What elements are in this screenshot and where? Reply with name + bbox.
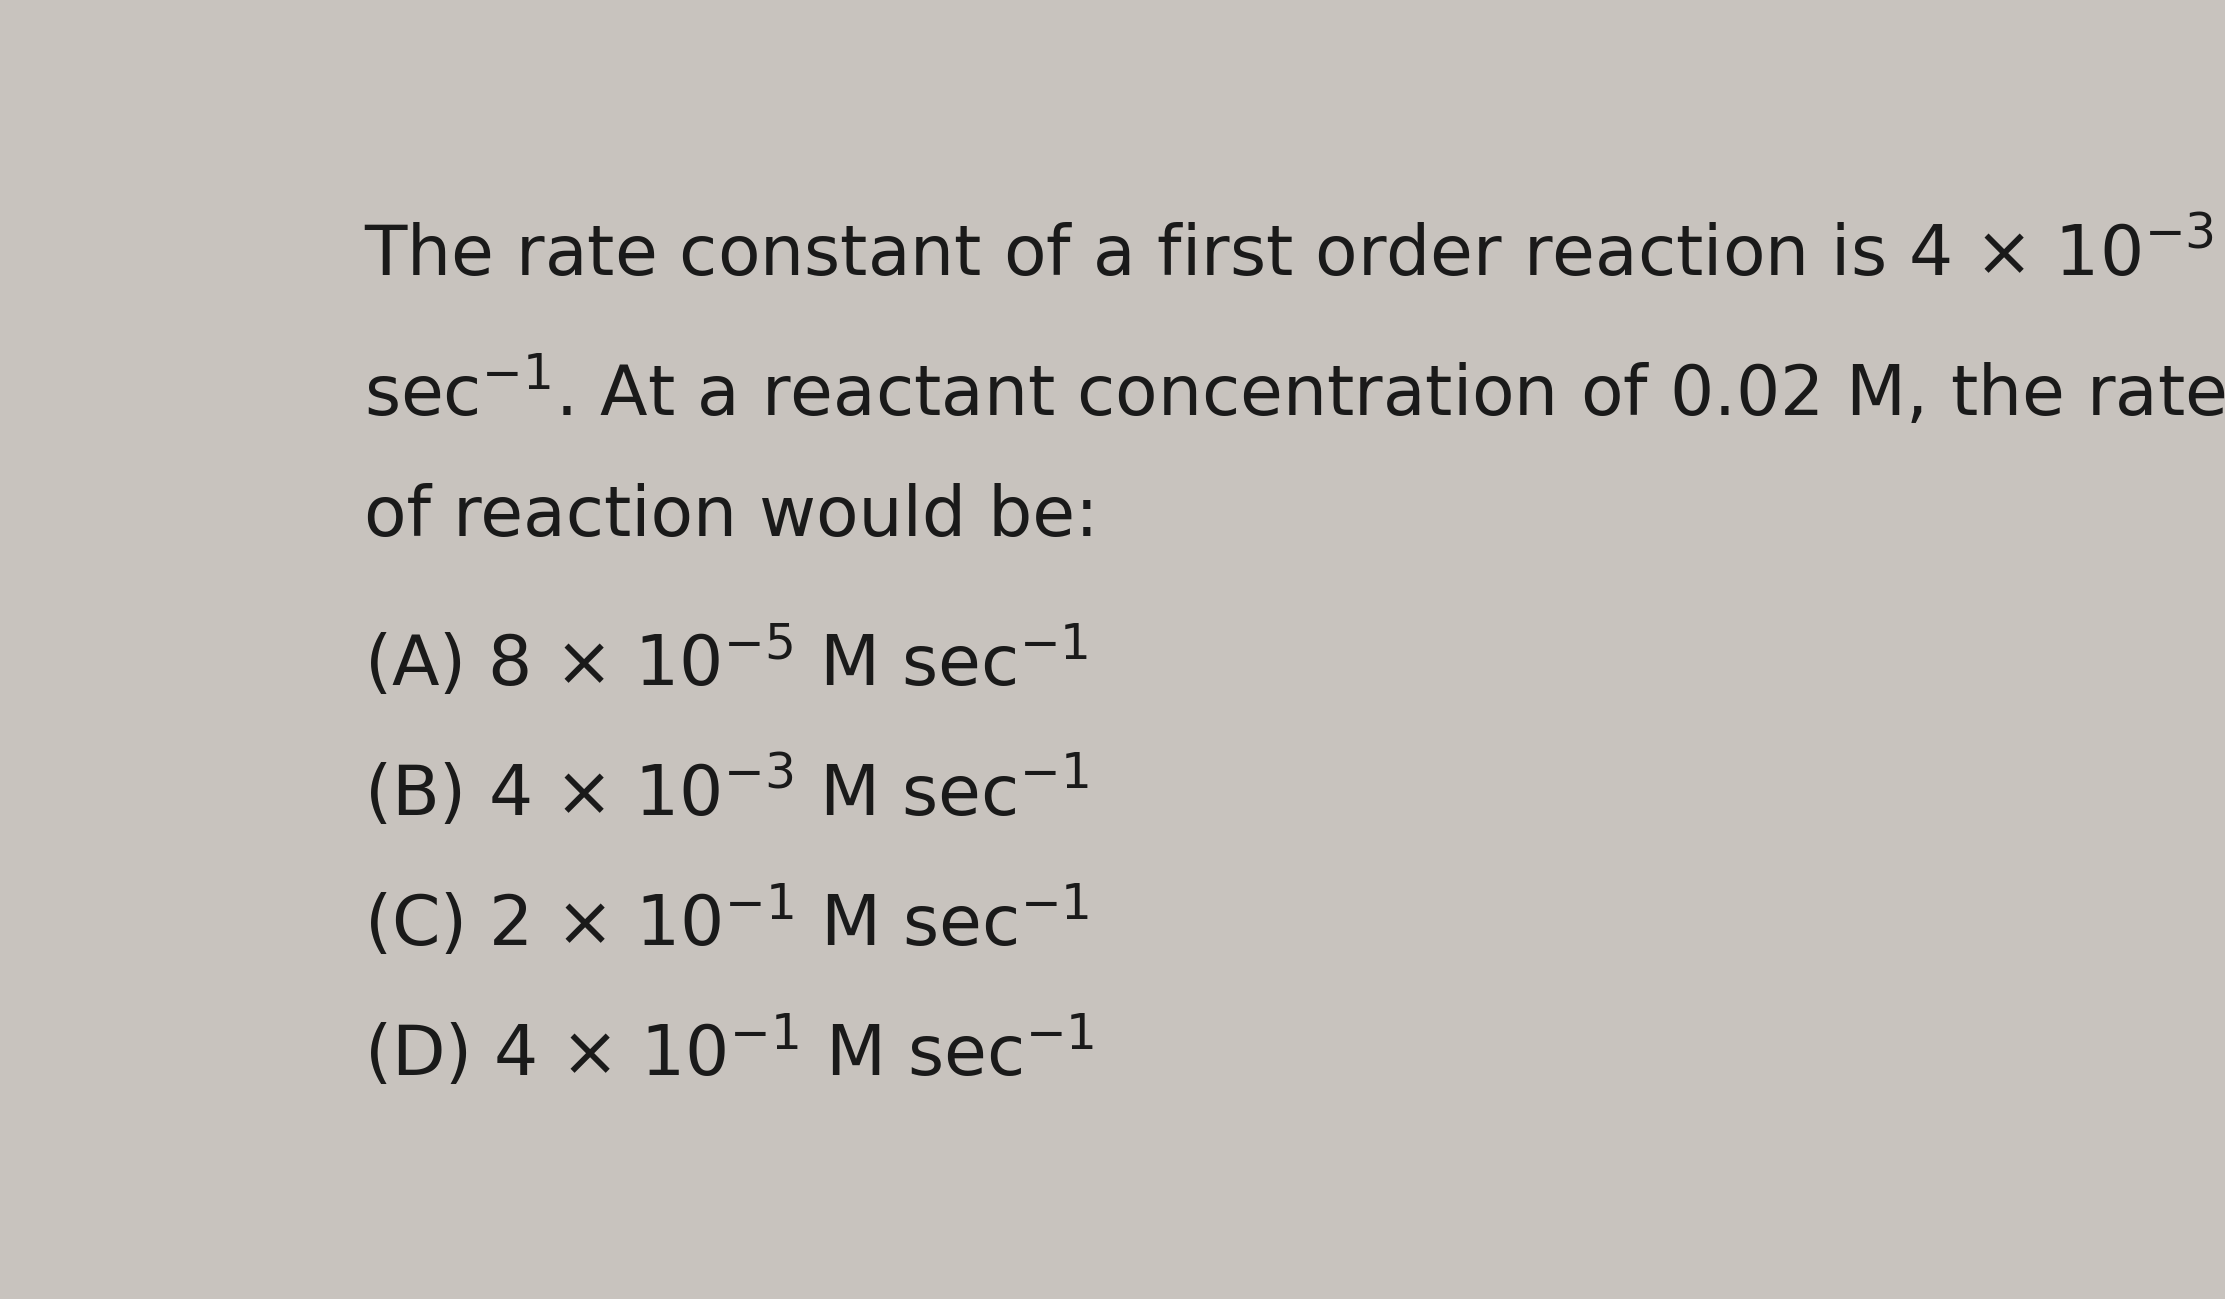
Text: (B) 4 × 10$^{-3}$ M sec$^{-1}$: (B) 4 × 10$^{-3}$ M sec$^{-1}$ [365, 753, 1088, 830]
Text: (D) 4 × 10$^{-1}$ M sec$^{-1}$: (D) 4 × 10$^{-1}$ M sec$^{-1}$ [365, 1015, 1095, 1090]
Text: (C) 2 × 10$^{-1}$ M sec$^{-1}$: (C) 2 × 10$^{-1}$ M sec$^{-1}$ [365, 885, 1090, 960]
Text: The rate constant of a first order reaction is 4 × 10$^{-3}$: The rate constant of a first order react… [365, 222, 2214, 290]
Text: of reaction would be:: of reaction would be: [365, 483, 1099, 549]
Text: (A) 8 × 10$^{-5}$ M sec$^{-1}$: (A) 8 × 10$^{-5}$ M sec$^{-1}$ [365, 624, 1088, 700]
Text: sec$^{-1}$. At a reactant concentration of 0.02 M, the rate: sec$^{-1}$. At a reactant concentration … [365, 355, 2225, 430]
